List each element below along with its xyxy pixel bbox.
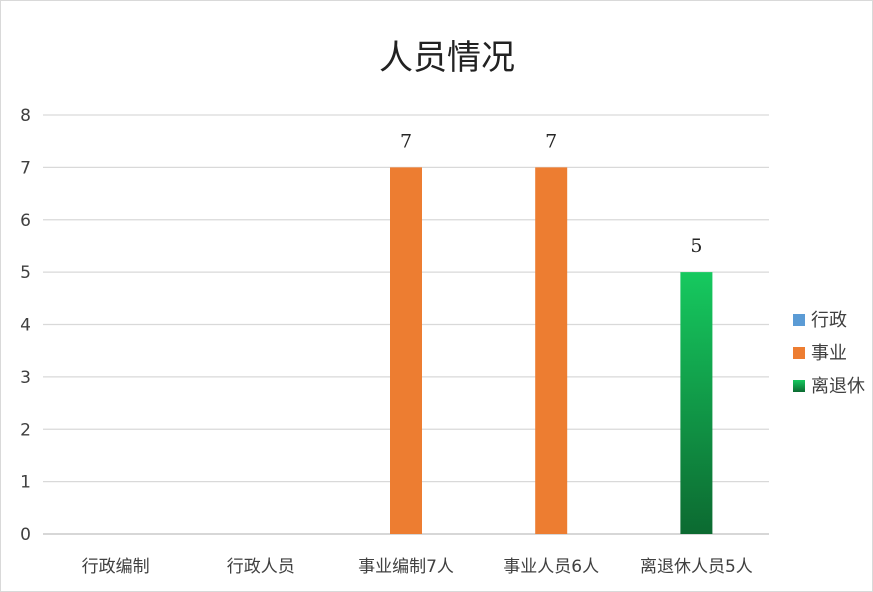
x-category-label: 行政人员 <box>227 557 295 577</box>
y-axis-ticks: 0 1 2 3 4 5 6 7 8 <box>20 106 31 545</box>
bar-5 <box>680 272 713 534</box>
y-tick-label: 2 <box>20 420 31 440</box>
y-tick-label: 4 <box>20 316 31 336</box>
legend-label: 事业 <box>811 343 847 364</box>
x-category-label: 行政编制 <box>82 557 150 577</box>
bar-3 <box>390 167 422 534</box>
chart-title: 人员情况 <box>379 38 515 78</box>
legend-swatch <box>793 380 805 392</box>
legend-swatch <box>793 314 805 326</box>
y-tick-label: 3 <box>20 368 31 388</box>
bars <box>390 167 713 534</box>
x-category-label: 事业人员6人 <box>503 557 599 577</box>
data-labels: 7 7 5 <box>400 130 702 257</box>
data-label: 7 <box>400 130 412 152</box>
data-label: 5 <box>690 235 702 257</box>
x-category-label: 事业编制7人 <box>358 557 454 577</box>
data-label: 7 <box>545 130 557 152</box>
y-tick-label: 1 <box>20 473 31 493</box>
bar-4 <box>535 167 568 534</box>
y-tick-label: 0 <box>20 525 31 545</box>
legend-swatch <box>793 347 805 359</box>
y-tick-label: 6 <box>20 211 31 231</box>
y-tick-label: 7 <box>20 158 31 178</box>
y-tick-label: 8 <box>20 106 31 126</box>
legend-label: 离退休 <box>811 376 865 397</box>
x-category-label: 离退休人员5人 <box>640 557 753 577</box>
y-tick-label: 5 <box>20 263 31 283</box>
x-axis-categories: 行政编制 行政人员 事业编制7人 事业人员6人 离退休人员5人 <box>82 557 753 577</box>
legend-label: 行政 <box>811 310 847 331</box>
